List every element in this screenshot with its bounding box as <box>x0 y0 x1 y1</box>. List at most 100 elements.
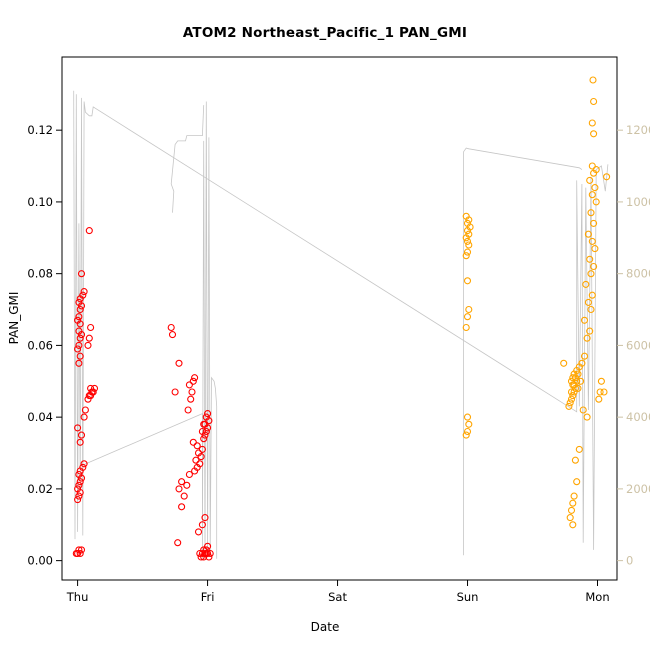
data-point-red <box>75 313 83 321</box>
data-point-orange <box>597 377 605 385</box>
data-point-red <box>175 485 183 493</box>
data-point-orange <box>567 506 576 514</box>
data-point-red <box>178 478 186 486</box>
x-tick-label: Sun <box>457 590 479 604</box>
plot-frame <box>61 56 618 581</box>
data-point-red <box>79 291 87 299</box>
data-point-orange <box>570 388 578 396</box>
data-point-red <box>191 374 199 382</box>
data-point-red <box>75 327 83 335</box>
data-point-red <box>198 445 206 453</box>
data-point-red <box>76 334 84 342</box>
data-point-red <box>200 546 208 554</box>
data-point-orange <box>587 270 595 278</box>
data-point-red <box>202 413 210 421</box>
data-point-orange <box>465 241 473 249</box>
data-point-orange <box>590 262 598 271</box>
data-point-red <box>198 549 206 558</box>
data-point-red <box>188 388 196 396</box>
data-point-orange <box>579 406 587 414</box>
data-point-orange <box>569 392 577 400</box>
data-point-red <box>81 406 89 414</box>
data-point-red <box>194 528 203 536</box>
data-point-red <box>75 341 83 349</box>
data-point-orange <box>462 212 470 220</box>
data-point-red <box>200 420 208 428</box>
data-point-orange <box>589 76 597 84</box>
data-point-red <box>85 334 93 342</box>
data-point-red <box>77 270 86 278</box>
data-point-red <box>193 442 201 450</box>
data-point-orange <box>600 388 608 396</box>
data-point-orange <box>463 237 472 245</box>
data-point-orange <box>582 280 590 288</box>
data-point-orange <box>591 245 599 253</box>
altitude-line-segment <box>81 101 218 559</box>
data-point-red <box>187 395 195 403</box>
data-point-orange <box>592 198 600 206</box>
data-point-orange <box>586 176 594 184</box>
data-point-red <box>192 456 200 464</box>
data-point-red <box>196 460 204 468</box>
data-point-red <box>194 449 203 457</box>
chart-title: ATOM2 Northeast_Pacific_1 PAN_GMI <box>182 25 468 41</box>
y2-tick-label: 10000 <box>626 195 650 209</box>
data-point-orange <box>574 370 582 378</box>
data-point-orange <box>573 478 581 486</box>
series-orange <box>462 76 611 529</box>
data-point-orange <box>570 492 578 500</box>
data-point-red <box>87 384 95 392</box>
data-point-orange <box>463 413 472 421</box>
data-point-orange <box>566 514 574 522</box>
data-point-orange <box>569 499 577 507</box>
data-point-red <box>76 305 84 314</box>
y-tick-label: 0.00 <box>27 554 53 568</box>
data-point-orange <box>571 456 579 464</box>
data-point-red <box>75 546 83 554</box>
data-point-red <box>175 359 183 367</box>
data-point-orange <box>462 323 470 332</box>
data-point-red <box>74 549 82 558</box>
data-point-orange <box>567 395 576 403</box>
data-point-orange <box>590 97 598 106</box>
data-point-red <box>76 478 84 486</box>
data-point-orange <box>463 427 472 436</box>
altitude-line-segment <box>73 90 609 550</box>
data-point-orange <box>567 388 576 396</box>
data-point-orange <box>565 402 573 410</box>
data-point-orange <box>578 359 586 367</box>
data-point-orange <box>569 374 577 382</box>
data-point-red <box>184 406 192 414</box>
data-point-orange <box>463 219 472 227</box>
data-point-red <box>80 460 88 468</box>
data-point-orange <box>588 237 596 245</box>
altitude-line-segment <box>170 105 205 213</box>
data-point-orange <box>584 230 592 238</box>
data-point-red <box>87 323 95 332</box>
data-point-orange <box>463 248 472 256</box>
y2-tick-label: 0 <box>626 554 633 568</box>
data-point-orange <box>583 413 591 421</box>
data-point-orange <box>603 173 611 181</box>
data-point-red <box>189 377 197 385</box>
data-point-red <box>74 316 82 324</box>
data-point-red <box>189 438 197 446</box>
data-point-orange <box>588 191 596 199</box>
data-point-red <box>178 503 186 511</box>
data-point-orange <box>463 313 472 321</box>
x-tick-label: Sat <box>328 590 347 604</box>
altitude-line-segment <box>463 147 583 556</box>
data-point-red <box>76 549 84 558</box>
data-point-orange <box>577 377 585 385</box>
data-point-orange <box>586 255 594 263</box>
data-point-orange <box>462 431 470 439</box>
data-point-orange <box>583 334 591 342</box>
series-red <box>72 227 214 561</box>
data-point-red <box>204 410 212 418</box>
data-point-red <box>79 463 87 471</box>
data-point-red <box>74 485 82 493</box>
data-point-red <box>202 546 210 554</box>
data-point-orange <box>596 388 604 396</box>
data-point-red <box>76 352 84 360</box>
